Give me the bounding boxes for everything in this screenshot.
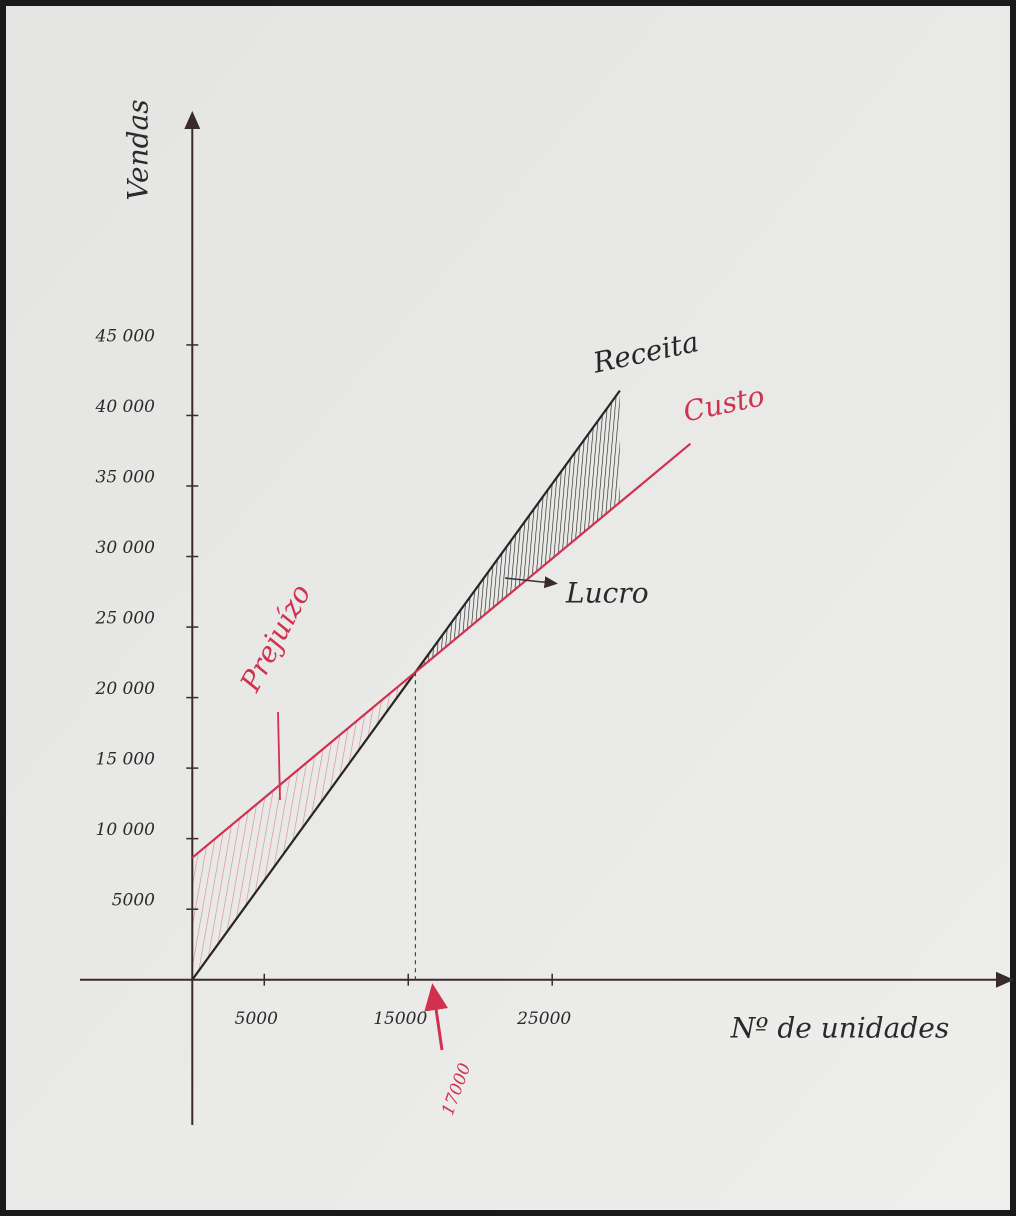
y-tick-label: 15 000: [96, 750, 156, 770]
y-tick-label: 10 000: [96, 820, 156, 840]
x-axis-label: Nº de unidades: [730, 1012, 949, 1045]
y-tick-label: 40 000: [95, 397, 156, 417]
annotation: Lucro: [565, 577, 649, 610]
y-tick-label: 5000: [112, 891, 155, 911]
x-tick-label: 15000: [373, 1009, 427, 1029]
chart: 5000 15000 25000 5000 10 000 15 000 20 000 25 0…: [0, 0, 1016, 1216]
x-tick-label: 25000: [516, 1009, 571, 1029]
y-tick-label: 35 000: [96, 467, 156, 487]
y-tick-label: 20 000: [95, 679, 156, 699]
y-tick-label: 25 000: [95, 609, 156, 629]
page: 5000 15000 25000 5000 10 000 15 000 20 000 25 0…: [0, 0, 1016, 1216]
x-tick-label: 5000: [235, 1009, 278, 1029]
y-axis-label: Vendas: [122, 99, 155, 200]
y-tick-label: 45 000: [95, 326, 156, 346]
y-tick-label: 30 000: [96, 538, 156, 558]
